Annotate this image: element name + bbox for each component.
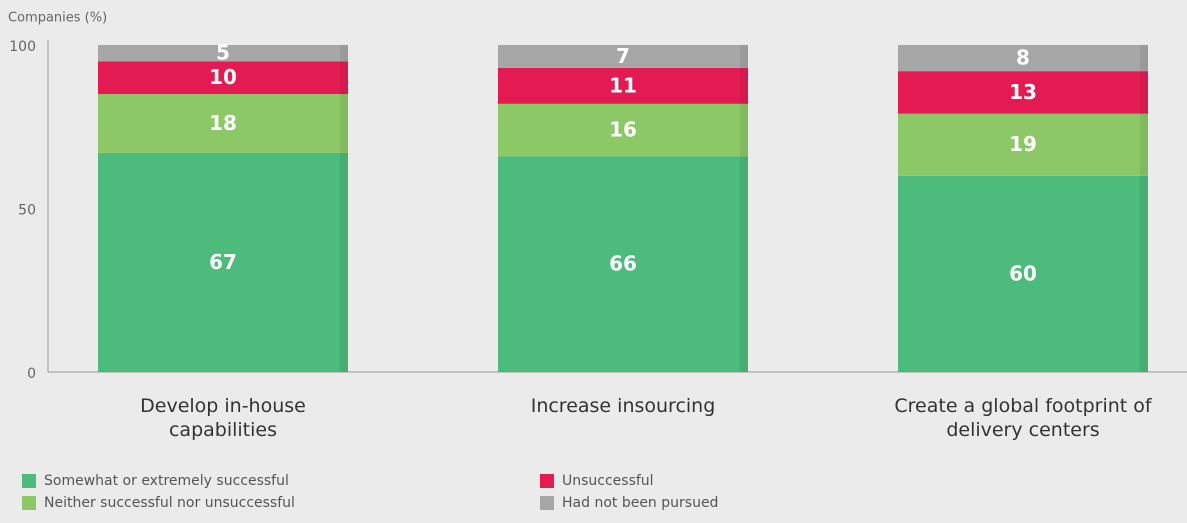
bar-edge — [1140, 45, 1148, 72]
legend-swatch — [540, 496, 554, 510]
data-label: 11 — [609, 73, 637, 97]
data-label: 66 — [609, 252, 637, 276]
y-tick-label: 0 — [27, 366, 36, 382]
bar-edge — [1140, 175, 1148, 372]
bar-edge — [1140, 71, 1148, 114]
bar-edge — [340, 61, 348, 95]
x-tick-label: Develop in-house capabilities — [140, 395, 306, 441]
data-label: 19 — [1009, 132, 1037, 156]
legend-label: Neither successful nor unsuccessful — [44, 495, 295, 511]
bar-segment — [98, 94, 348, 153]
legend-item: Unsuccessful — [540, 473, 654, 489]
data-label: 18 — [209, 111, 237, 135]
legend-label: Somewhat or extremely successful — [44, 473, 289, 489]
data-label: 60 — [1009, 261, 1037, 285]
legend-item: Somewhat or extremely successful — [22, 473, 289, 489]
bar-segment — [498, 103, 748, 157]
bar-segment — [498, 156, 748, 372]
bar-edge — [740, 156, 748, 372]
legend-swatch — [22, 496, 36, 510]
data-label: 8 — [1016, 46, 1030, 70]
x-tick-label: Increase insourcing — [530, 395, 716, 417]
legend-label: Had not been pursued — [562, 495, 719, 511]
bar-segment — [98, 45, 348, 62]
x-tick-label: Create a global footprint of delivery ce… — [894, 395, 1152, 441]
bar-edge — [340, 94, 348, 153]
bar-edge — [740, 103, 748, 157]
data-label: 7 — [616, 44, 630, 68]
legend-item: Neither successful nor unsuccessful — [22, 495, 295, 511]
legend-item: Had not been pursued — [540, 495, 718, 511]
bar-edge — [340, 152, 348, 372]
legend-swatch — [540, 474, 554, 488]
y-tick-label: 100 — [9, 39, 36, 55]
bar-segment — [498, 45, 748, 68]
bar-segment — [98, 61, 348, 95]
bar-edge — [340, 45, 348, 62]
legend-label: Unsuccessful — [562, 473, 654, 489]
data-label: 10 — [209, 65, 237, 89]
bar-edge — [1140, 113, 1148, 176]
y-axis-label: Companies (%) — [8, 11, 107, 26]
bar-segment — [98, 152, 348, 372]
data-label: 5 — [216, 41, 230, 65]
data-label: 67 — [209, 250, 237, 274]
bar-segment — [498, 67, 748, 104]
data-label: 13 — [1009, 80, 1037, 104]
bar-edge — [740, 45, 748, 68]
bar-segment — [898, 45, 1148, 72]
data-label: 16 — [609, 118, 637, 142]
bar-segment — [898, 175, 1148, 372]
legend-swatch — [22, 474, 36, 488]
bar-segment — [898, 113, 1148, 176]
y-tick-label: 50 — [18, 203, 36, 219]
bar-segment — [898, 71, 1148, 114]
bar-edge — [740, 67, 748, 104]
